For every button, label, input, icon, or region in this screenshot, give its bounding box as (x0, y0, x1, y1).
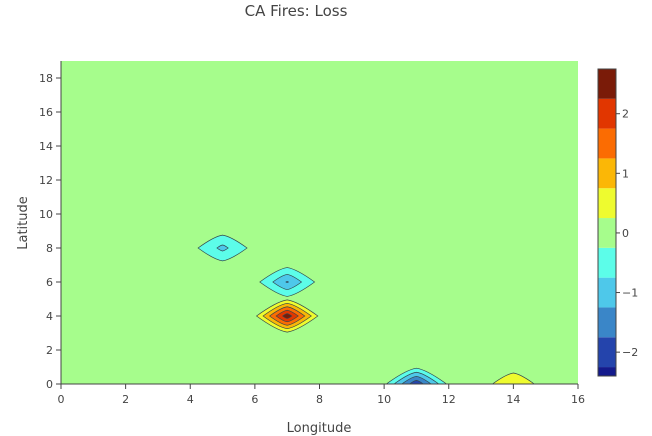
contour-feature (259, 267, 316, 297)
x-tick-label: 14 (506, 393, 520, 406)
contour-level (491, 372, 535, 384)
contour-level (285, 280, 290, 284)
chart-title: CA Fires: Loss (245, 2, 348, 20)
x-axis-title: Longitude (287, 421, 352, 436)
colorbar-band (598, 188, 616, 219)
y-tick-label: 18 (39, 72, 53, 85)
y-tick-label: 4 (46, 310, 53, 323)
x-tick-label: 8 (316, 393, 323, 406)
colorbar-band (598, 218, 616, 248)
colorbar-band (598, 158, 616, 189)
x-tick-label: 6 (251, 393, 258, 406)
y-tick-label: 8 (46, 242, 53, 255)
contour-level (216, 244, 229, 252)
colorbar-tick-label: 2 (622, 108, 629, 121)
y-axis-title: Latitude (16, 196, 31, 250)
colorbar-outline (597, 68, 617, 377)
x-tick-label: 0 (58, 393, 65, 406)
y-tick-label: 16 (39, 106, 53, 119)
contour-feature (491, 372, 535, 384)
colorbar: −2 −1 0 1 2 (597, 68, 638, 377)
contour-background (61, 61, 578, 384)
contour-feature (255, 299, 319, 333)
colorbar-band (598, 247, 616, 278)
colorbar-band (598, 307, 616, 338)
x-axis: 0 2 4 6 8 10 12 14 16 (58, 384, 585, 406)
colorbar-tick-label: 0 (622, 227, 629, 240)
colorbar-tick-label: −2 (622, 346, 638, 359)
colorbar-band (598, 367, 616, 376)
y-tick-label: 6 (46, 276, 53, 289)
y-tick-label: 10 (39, 208, 53, 221)
x-tick-label: 12 (442, 393, 456, 406)
x-tick-label: 16 (571, 393, 585, 406)
colorbar-tick-label: 1 (622, 167, 629, 180)
colorbar-band (598, 128, 616, 159)
colorbar-band (598, 277, 616, 308)
contour-feature (197, 234, 248, 262)
contour-level (408, 379, 424, 384)
contour-level (282, 313, 293, 319)
y-tick-label: 14 (39, 140, 53, 153)
y-tick-label: 12 (39, 174, 53, 187)
x-tick-label: 4 (187, 393, 194, 406)
plot-area (60, 61, 578, 385)
contour-feature (385, 367, 448, 384)
y-axis: 0 2 4 6 8 10 12 14 16 18 (39, 72, 61, 391)
x-tick-label: 2 (122, 393, 129, 406)
colorbar-band (598, 337, 616, 368)
y-tick-label: 0 (46, 378, 53, 391)
colorbar-tick-label: −1 (622, 287, 638, 300)
colorbar-band (598, 98, 616, 129)
colorbar-band (598, 69, 616, 99)
x-tick-label: 10 (377, 393, 391, 406)
y-tick-label: 2 (46, 344, 53, 357)
